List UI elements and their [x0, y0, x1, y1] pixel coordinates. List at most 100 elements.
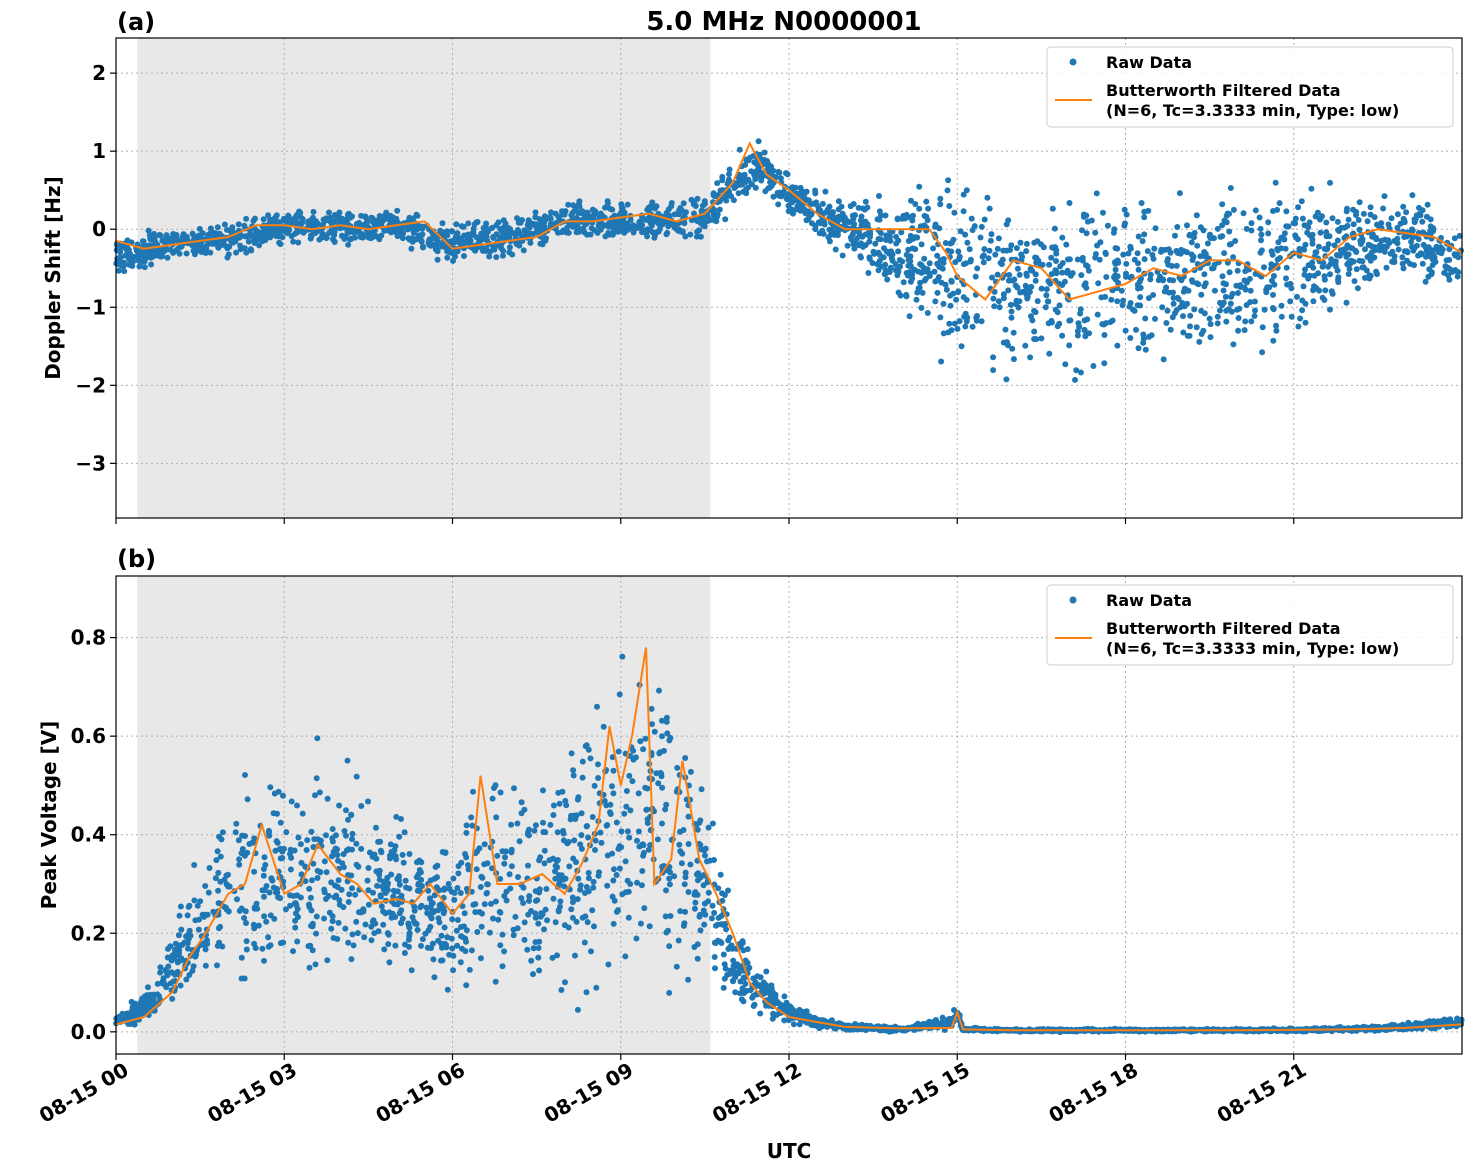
raw-data-point — [540, 787, 546, 794]
raw-data-point — [1428, 271, 1435, 278]
raw-data-point — [1179, 300, 1186, 306]
raw-data-point — [444, 254, 451, 261]
raw-data-point — [1075, 320, 1082, 327]
raw-data-point — [345, 939, 352, 946]
raw-data-point — [592, 837, 599, 844]
raw-data-point — [1301, 222, 1308, 229]
raw-data-point — [509, 251, 516, 258]
raw-data-point — [893, 233, 900, 240]
raw-data-point — [942, 281, 949, 288]
raw-data-point — [125, 246, 132, 253]
raw-data-point — [694, 826, 701, 833]
raw-data-point — [1309, 240, 1316, 247]
raw-data-point — [554, 857, 561, 863]
raw-data-point — [1008, 242, 1015, 249]
raw-data-point — [549, 954, 556, 961]
raw-data-point — [395, 877, 402, 884]
raw-data-point — [911, 266, 918, 273]
raw-data-point — [511, 785, 517, 792]
raw-data-point — [450, 952, 457, 959]
raw-data-point — [1214, 225, 1221, 232]
raw-data-point — [1037, 241, 1044, 248]
raw-data-point — [261, 913, 268, 920]
raw-data-point — [872, 240, 879, 247]
raw-data-point — [1174, 294, 1181, 301]
raw-data-point — [1043, 292, 1050, 299]
raw-data-point — [988, 231, 995, 238]
raw-data-point — [1120, 297, 1127, 304]
raw-data-point — [1112, 260, 1119, 267]
raw-data-point — [1322, 287, 1329, 294]
raw-data-point — [919, 289, 926, 296]
raw-data-point — [1409, 234, 1416, 241]
raw-data-point — [241, 245, 248, 252]
raw-data-point — [590, 878, 597, 885]
raw-data-point — [1167, 249, 1174, 256]
raw-data-point — [335, 919, 342, 926]
raw-data-point — [244, 796, 251, 803]
raw-data-point — [584, 231, 591, 238]
raw-data-point — [470, 788, 476, 795]
raw-data-point — [387, 855, 393, 862]
raw-data-point — [449, 228, 456, 235]
raw-data-point — [243, 946, 250, 953]
raw-data-point — [1174, 224, 1181, 230]
raw-data-point — [242, 833, 248, 839]
raw-data-point — [179, 941, 186, 948]
raw-data-point — [734, 970, 741, 977]
raw-data-point — [664, 229, 671, 236]
raw-data-point — [515, 874, 521, 880]
raw-data-point — [723, 926, 730, 933]
figure-title: 5.0 MHz N0000001 — [646, 7, 921, 37]
raw-data-point — [1034, 298, 1041, 305]
raw-data-point — [323, 832, 329, 839]
raw-data-point — [260, 872, 267, 879]
raw-data-point — [1102, 293, 1109, 300]
raw-data-point — [1211, 287, 1218, 294]
raw-data-point — [862, 198, 869, 205]
raw-data-point — [461, 253, 467, 259]
raw-data-point — [587, 214, 594, 220]
raw-data-point — [1150, 292, 1157, 298]
raw-data-point — [151, 230, 157, 237]
raw-data-point — [827, 210, 834, 217]
raw-data-point — [1401, 219, 1408, 226]
raw-data-point — [1048, 254, 1055, 261]
raw-data-point — [1121, 222, 1128, 229]
raw-data-point — [995, 235, 1002, 242]
raw-data-point — [214, 848, 221, 855]
raw-data-point — [359, 234, 366, 241]
raw-data-point — [702, 845, 709, 852]
raw-data-point — [696, 913, 703, 920]
raw-data-point — [812, 190, 819, 197]
raw-data-point — [343, 807, 349, 814]
raw-data-point — [1233, 282, 1240, 289]
raw-data-point — [610, 790, 617, 797]
raw-data-point — [190, 242, 197, 249]
raw-data-point — [256, 242, 263, 249]
raw-data-point — [1006, 272, 1013, 278]
raw-data-point — [1230, 206, 1237, 213]
raw-data-point — [310, 208, 317, 215]
raw-data-point — [603, 822, 610, 829]
raw-data-point — [1311, 283, 1317, 290]
raw-data-point — [484, 881, 491, 888]
raw-data-point — [604, 882, 611, 889]
raw-data-point — [349, 931, 356, 938]
raw-data-point — [692, 889, 699, 896]
raw-data-point — [1023, 240, 1030, 247]
raw-data-point — [1327, 179, 1333, 186]
raw-data-point — [327, 219, 334, 226]
raw-data-point — [711, 954, 718, 960]
raw-data-point — [709, 902, 716, 909]
raw-data-point — [176, 912, 183, 919]
raw-data-point — [329, 913, 336, 920]
raw-data-point — [702, 200, 708, 207]
raw-data-point — [1188, 239, 1195, 246]
raw-data-point — [497, 789, 504, 796]
raw-data-point — [644, 806, 650, 813]
raw-data-point — [330, 935, 337, 941]
raw-data-point — [1066, 200, 1073, 206]
raw-data-point — [535, 920, 542, 927]
raw-data-point — [1380, 205, 1387, 212]
